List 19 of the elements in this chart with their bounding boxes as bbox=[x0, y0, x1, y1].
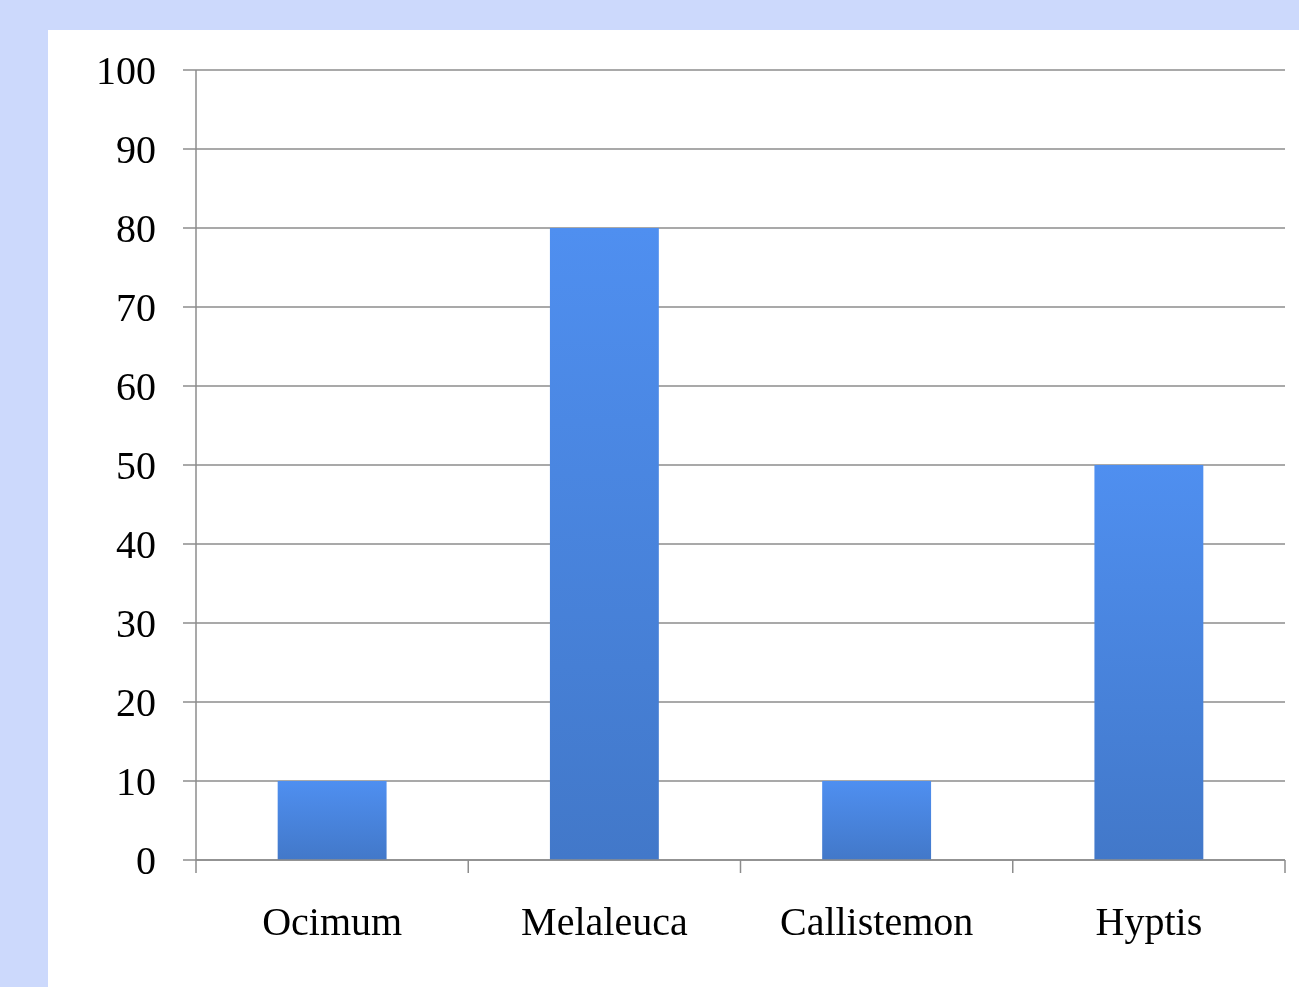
y-tick-label: 40 bbox=[116, 522, 156, 567]
x-tick-label: Hyptis bbox=[1095, 899, 1203, 944]
x-tick-label: Melaleuca bbox=[521, 899, 688, 944]
x-tick-label: Ocimum bbox=[262, 899, 403, 944]
y-tick-label: 60 bbox=[116, 364, 156, 409]
y-tick-label: 10 bbox=[116, 759, 156, 804]
bar bbox=[549, 228, 659, 860]
y-tick-label: 100 bbox=[96, 48, 156, 93]
y-tick-label: 90 bbox=[116, 127, 156, 172]
y-tick-label: 70 bbox=[116, 285, 156, 330]
bar bbox=[822, 781, 932, 860]
y-tick-label: 30 bbox=[116, 601, 156, 646]
y-tick-label: 0 bbox=[136, 838, 156, 883]
y-tick-label: 50 bbox=[116, 443, 156, 488]
bar bbox=[277, 781, 387, 860]
bar bbox=[1094, 465, 1204, 860]
x-tick-label: Callistemon bbox=[779, 899, 974, 944]
y-tick-label: 20 bbox=[116, 680, 156, 725]
y-tick-label: 80 bbox=[116, 206, 156, 251]
